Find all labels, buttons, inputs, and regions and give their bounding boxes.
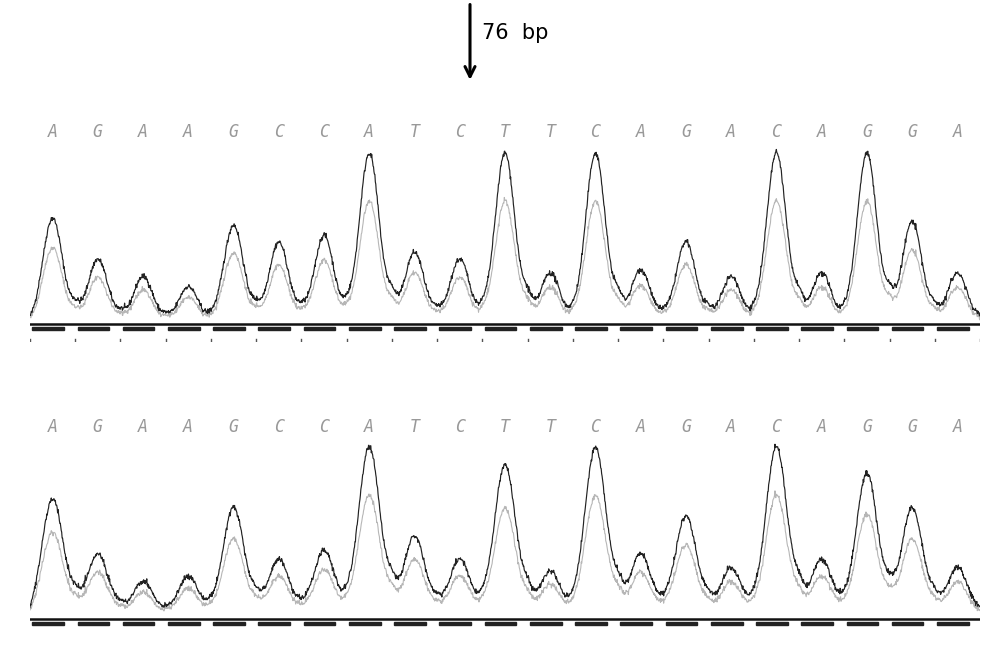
Text: A: A <box>48 418 58 436</box>
Text: A: A <box>364 123 374 141</box>
Bar <box>258 327 290 330</box>
Bar <box>168 622 200 625</box>
Bar <box>349 327 381 330</box>
Text: C: C <box>590 123 600 141</box>
Bar <box>937 622 969 625</box>
Bar <box>394 327 426 330</box>
Text: G: G <box>93 123 103 141</box>
Bar <box>847 622 878 625</box>
Bar <box>304 622 335 625</box>
Bar <box>801 622 833 625</box>
Bar <box>937 327 969 330</box>
Text: A: A <box>952 123 962 141</box>
Bar <box>32 327 64 330</box>
Bar <box>711 327 742 330</box>
Bar <box>801 327 833 330</box>
Bar <box>439 622 471 625</box>
Text: C: C <box>590 418 600 436</box>
Bar <box>123 622 154 625</box>
Text: C: C <box>274 123 284 141</box>
Bar <box>78 622 109 625</box>
Bar <box>394 622 426 625</box>
Text: T: T <box>545 123 555 141</box>
Bar <box>575 622 607 625</box>
Text: C: C <box>455 123 465 141</box>
Text: A: A <box>183 123 193 141</box>
Text: G: G <box>229 123 239 141</box>
Text: G: G <box>681 418 691 436</box>
Text: G: G <box>907 123 917 141</box>
Text: A: A <box>364 418 374 436</box>
Text: A: A <box>636 418 646 436</box>
Text: C: C <box>771 418 781 436</box>
Text: A: A <box>952 418 962 436</box>
Text: T: T <box>500 123 510 141</box>
Text: G: G <box>862 123 872 141</box>
Text: C: C <box>274 418 284 436</box>
Text: T: T <box>500 418 510 436</box>
Bar <box>666 327 697 330</box>
Bar <box>575 327 607 330</box>
Bar <box>213 622 245 625</box>
Bar <box>485 622 516 625</box>
Text: G: G <box>229 418 239 436</box>
Bar <box>213 327 245 330</box>
Text: A: A <box>726 123 736 141</box>
Text: A: A <box>817 418 827 436</box>
Bar <box>847 327 878 330</box>
Text: G: G <box>93 418 103 436</box>
Bar <box>711 622 742 625</box>
Bar <box>439 327 471 330</box>
Text: A: A <box>726 418 736 436</box>
Bar <box>258 622 290 625</box>
Text: 76  bp: 76 bp <box>482 23 548 43</box>
Bar <box>530 622 562 625</box>
Text: G: G <box>681 123 691 141</box>
Bar <box>756 622 788 625</box>
Text: A: A <box>817 123 827 141</box>
Text: T: T <box>545 418 555 436</box>
Text: A: A <box>636 123 646 141</box>
Bar <box>892 327 923 330</box>
Text: T: T <box>410 123 420 141</box>
Text: G: G <box>907 418 917 436</box>
Bar <box>78 327 109 330</box>
Bar <box>530 327 562 330</box>
Text: G: G <box>862 418 872 436</box>
Bar <box>32 622 64 625</box>
Text: A: A <box>138 123 148 141</box>
Bar <box>756 327 788 330</box>
Bar <box>485 327 516 330</box>
Bar <box>349 622 381 625</box>
Bar <box>620 327 652 330</box>
Bar <box>123 327 154 330</box>
Bar <box>620 622 652 625</box>
Text: A: A <box>48 123 58 141</box>
Text: C: C <box>319 418 329 436</box>
Text: A: A <box>183 418 193 436</box>
Bar <box>666 622 697 625</box>
Text: T: T <box>410 418 420 436</box>
Bar <box>304 327 335 330</box>
Bar <box>168 327 200 330</box>
Bar <box>892 622 923 625</box>
Text: A: A <box>138 418 148 436</box>
Text: C: C <box>319 123 329 141</box>
Text: C: C <box>455 418 465 436</box>
Text: C: C <box>771 123 781 141</box>
